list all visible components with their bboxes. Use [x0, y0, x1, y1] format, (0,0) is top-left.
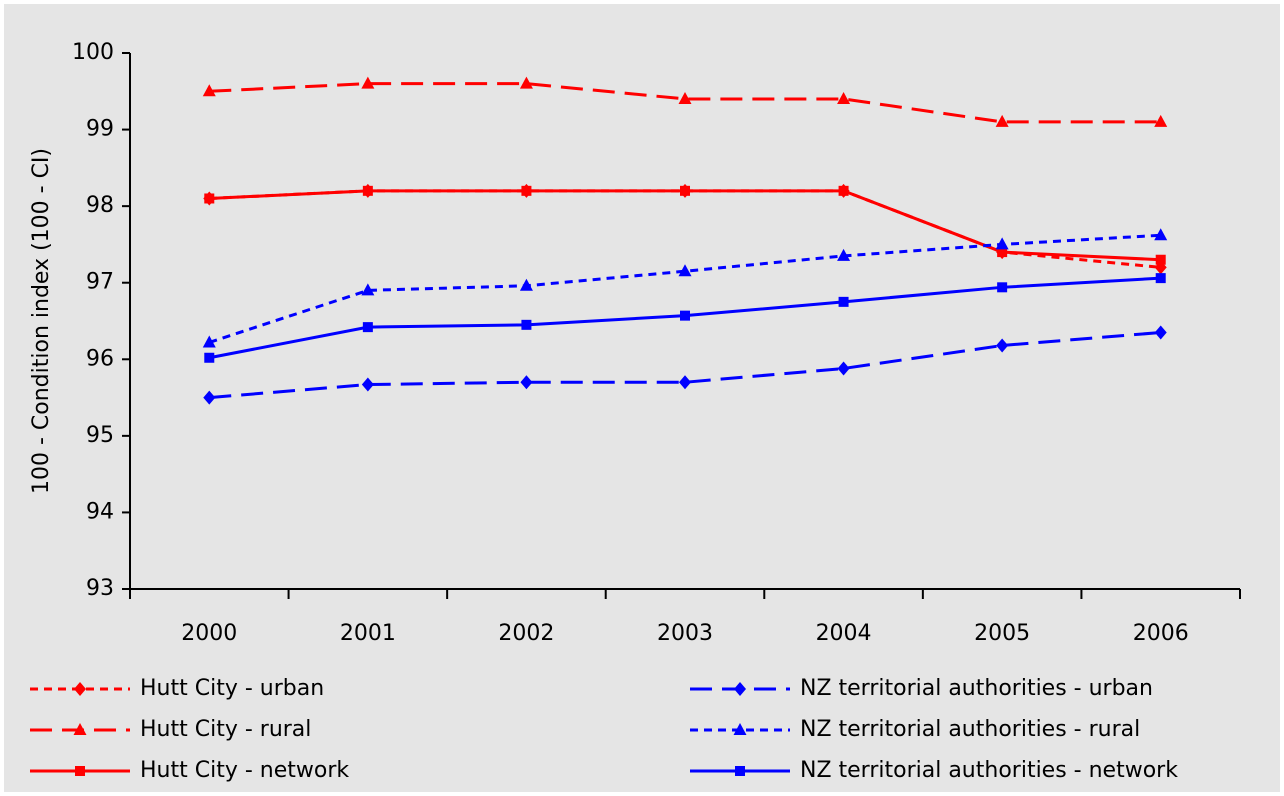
y-tick-label: 98 — [86, 193, 114, 218]
marker — [361, 377, 374, 392]
legend-label: NZ territorial authorities - urban — [800, 676, 1153, 701]
marker — [519, 76, 533, 89]
marker — [520, 375, 533, 390]
legend-label: NZ territorial authorities - network — [800, 758, 1178, 783]
marker — [837, 248, 851, 261]
legend-label: Hutt City - network — [140, 758, 349, 783]
marker — [521, 185, 532, 196]
marker — [361, 76, 375, 89]
marker — [837, 91, 851, 104]
y-tick-label: 100 — [72, 40, 114, 65]
marker — [680, 185, 690, 196]
legend-label: Hutt City - rural — [140, 717, 311, 742]
marker — [74, 682, 86, 696]
marker — [1154, 114, 1168, 127]
marker — [733, 723, 747, 735]
marker — [996, 338, 1009, 353]
y-tick-label: 99 — [86, 117, 114, 142]
y-tick-label: 95 — [86, 423, 114, 448]
y-tick-label: 96 — [86, 346, 114, 371]
marker — [838, 296, 849, 307]
marker — [202, 335, 216, 348]
marker — [1155, 254, 1166, 265]
marker — [997, 282, 1008, 293]
marker — [678, 264, 692, 277]
y-tick-label: 93 — [86, 576, 114, 601]
marker — [680, 310, 690, 321]
marker — [838, 185, 849, 196]
legend-label: Hutt City - urban — [140, 676, 324, 701]
marker — [73, 723, 87, 735]
marker — [362, 322, 373, 333]
marker — [678, 91, 692, 104]
marker — [734, 682, 746, 696]
marker — [837, 361, 850, 376]
marker — [202, 84, 216, 97]
marker — [362, 185, 373, 196]
y-axis-label: 100 - Condition index (100 - CI) — [29, 148, 54, 494]
x-tick-label: 2005 — [974, 621, 1030, 646]
marker — [203, 390, 216, 405]
marker — [521, 319, 532, 330]
x-tick-label: 2001 — [340, 621, 396, 646]
marker — [75, 766, 85, 776]
x-tick-label: 2000 — [181, 621, 237, 646]
marker — [1154, 228, 1168, 241]
marker — [1154, 325, 1167, 340]
marker — [519, 278, 533, 291]
marker — [1155, 273, 1166, 284]
marker — [679, 375, 691, 390]
x-tick-label: 2002 — [498, 621, 554, 646]
y-tick-label: 97 — [86, 270, 114, 295]
marker — [204, 193, 215, 204]
marker — [735, 766, 745, 776]
marker — [997, 247, 1008, 258]
x-tick-label: 2004 — [816, 621, 872, 646]
x-tick-label: 2003 — [657, 621, 713, 646]
x-tick-label: 2006 — [1133, 621, 1189, 646]
legend-label: NZ territorial authorities - rural — [800, 717, 1140, 742]
marker — [995, 114, 1009, 127]
marker — [995, 237, 1009, 250]
marker — [361, 283, 375, 296]
y-tick-label: 94 — [86, 499, 114, 524]
marker — [204, 352, 215, 363]
